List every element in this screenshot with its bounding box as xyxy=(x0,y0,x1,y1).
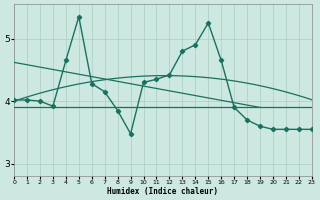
X-axis label: Humidex (Indice chaleur): Humidex (Indice chaleur) xyxy=(108,187,219,196)
